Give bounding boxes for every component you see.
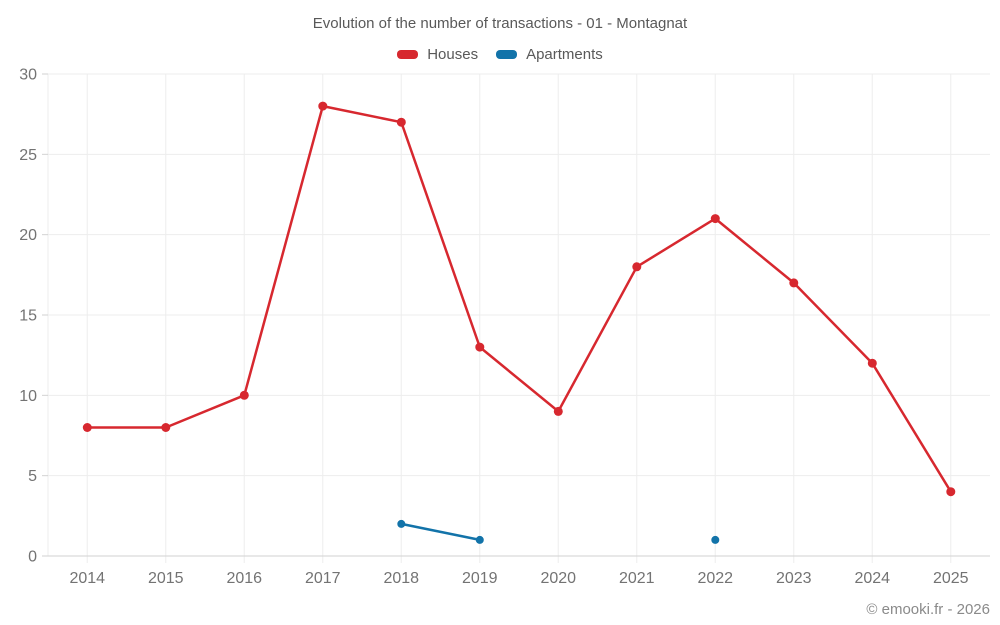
houses-point-2025 bbox=[946, 487, 956, 497]
x-tick-label: 2020 bbox=[540, 570, 576, 587]
y-tick-label: 20 bbox=[19, 227, 37, 244]
x-tick-label: 2015 bbox=[148, 570, 184, 587]
x-tick-label: 2014 bbox=[69, 570, 105, 587]
houses-swatch-icon bbox=[397, 50, 419, 59]
legend-item-houses[interactable]: Houses bbox=[397, 46, 478, 63]
houses-point-2021 bbox=[632, 262, 642, 272]
apartments-point-2019 bbox=[475, 535, 484, 544]
y-tick-label: 25 bbox=[19, 147, 37, 164]
houses-point-2023 bbox=[789, 278, 799, 288]
houses-point-2016 bbox=[239, 390, 249, 400]
houses-point-2020 bbox=[553, 406, 563, 416]
y-tick-label: 30 bbox=[19, 67, 37, 84]
legend-item-apartments[interactable]: Apartments bbox=[496, 46, 603, 63]
x-tick-label: 2016 bbox=[226, 570, 262, 587]
y-tick-label: 10 bbox=[19, 388, 37, 405]
houses-point-2017 bbox=[318, 101, 328, 111]
apartments-point-2018 bbox=[397, 519, 406, 528]
houses-point-2024 bbox=[867, 358, 877, 368]
houses-point-2014 bbox=[82, 423, 92, 432]
copyright-footer: © emooki.fr - 2026 bbox=[866, 601, 990, 618]
chart-legend: Houses Apartments bbox=[0, 46, 1000, 63]
x-tick-label: 2025 bbox=[933, 570, 969, 587]
y-tick-label: 0 bbox=[28, 549, 37, 566]
houses-point-2015 bbox=[161, 423, 171, 432]
x-tick-label: 2023 bbox=[776, 570, 812, 587]
x-tick-label: 2024 bbox=[854, 570, 890, 587]
y-gridlines bbox=[42, 73, 990, 557]
apartments-swatch-icon bbox=[496, 50, 518, 59]
houses-point-2019 bbox=[475, 342, 485, 352]
houses-point-2018 bbox=[396, 117, 406, 127]
apartments-point-2022 bbox=[711, 535, 720, 544]
chart-title: Evolution of the number of transactions … bbox=[312, 15, 688, 32]
legend-label-houses: Houses bbox=[427, 46, 479, 63]
apartments-series bbox=[397, 519, 720, 544]
x-tick-label: 2017 bbox=[305, 570, 341, 587]
x-tick-label: 2018 bbox=[383, 570, 419, 587]
y-tick-label: 5 bbox=[28, 468, 37, 485]
x-gridlines bbox=[47, 74, 952, 563]
legend-label-apartments: Apartments bbox=[526, 46, 603, 63]
x-tick-label: 2021 bbox=[619, 570, 655, 587]
x-tick-label: 2022 bbox=[697, 570, 733, 587]
houses-series bbox=[82, 101, 956, 497]
y-tick-label: 15 bbox=[19, 308, 37, 325]
houses-point-2022 bbox=[710, 214, 720, 224]
x-tick-label: 2019 bbox=[462, 570, 498, 587]
